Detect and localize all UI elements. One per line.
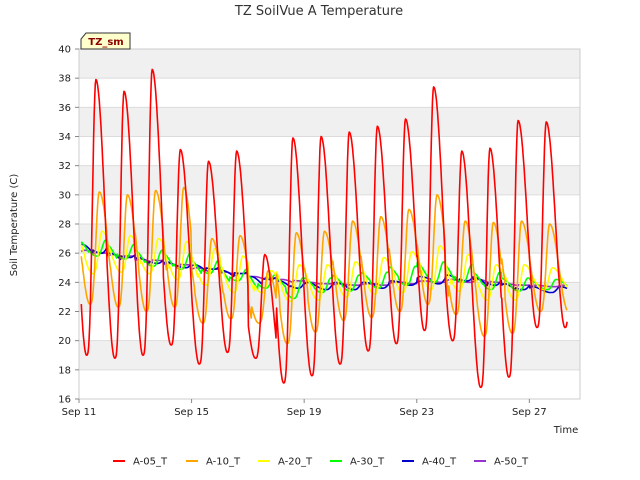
y-tick-label: 16 [58, 395, 71, 406]
y-tick-label: 24 [58, 278, 71, 289]
y-tick-label: 20 [58, 336, 71, 347]
y-tick-label: 30 [58, 190, 71, 201]
x-tick-label: Sep 27 [512, 407, 547, 418]
y-tick-label: 28 [58, 220, 71, 231]
y-tick-label: 26 [58, 249, 71, 260]
plot-band [79, 340, 580, 370]
x-tick-label: Sep 11 [62, 407, 97, 418]
site-label: TZ_sm [88, 37, 123, 48]
plot-band [79, 165, 580, 195]
legend-label-a-05-t: A-05_T [133, 457, 168, 468]
x-axis-title: Time [553, 425, 578, 436]
y-tick-label: 34 [58, 132, 71, 143]
y-tick-label: 32 [58, 161, 71, 172]
y-tick-label: 18 [58, 365, 71, 376]
y-tick-label: 40 [58, 45, 71, 56]
x-axis-ticks: Sep 11 Sep 15 Sep 19 Sep 23 Sep 27 [62, 399, 547, 418]
x-tick-label: Sep 23 [399, 407, 434, 418]
plot-band [79, 107, 580, 137]
y-axis-ticks: 16 18 20 22 24 26 28 30 32 34 36 38 40 [58, 45, 79, 406]
x-tick-label: Sep 15 [174, 407, 209, 418]
legend: A-05_T A-10_T A-20_T A-30_T A-40_T A-50_T [113, 457, 529, 468]
legend-label-a-20-t: A-20_T [278, 457, 313, 468]
site-label-background [80, 32, 131, 50]
legend-label-a-30-t: A-30_T [350, 457, 385, 468]
legend-label-a-40-t: A-40_T [422, 457, 457, 468]
chart-title: TZ SoilVue A Temperature [234, 4, 403, 19]
y-axis-title: Soil Temperature (C) [9, 174, 20, 277]
legend-label-a-10-t: A-10_T [206, 457, 241, 468]
y-tick-label: 38 [58, 74, 71, 85]
series-line-a-05-t [80, 68, 568, 389]
site-label-box: TZ_sm [80, 32, 131, 50]
legend-label-a-50-t: A-50_T [494, 457, 529, 468]
y-tick-label: 22 [58, 307, 71, 318]
plot-band [79, 49, 580, 79]
series-layer [80, 68, 568, 389]
x-tick-label: Sep 19 [287, 407, 322, 418]
y-tick-label: 36 [58, 103, 71, 114]
